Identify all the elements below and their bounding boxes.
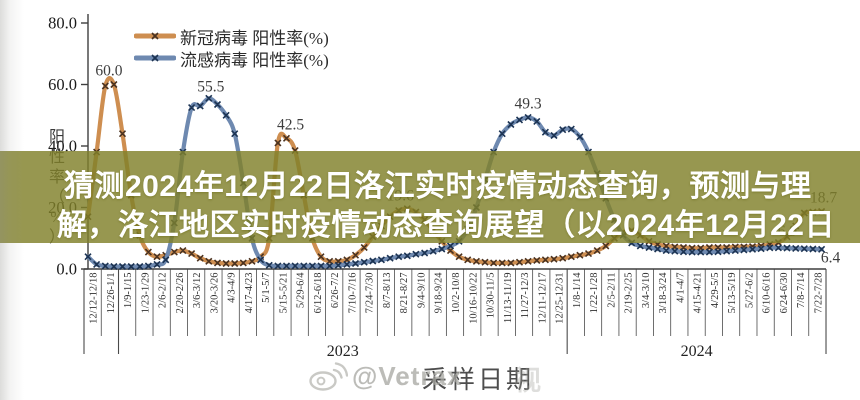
x-tick-label: 4/15-4/21 <box>693 273 704 314</box>
x-tick-label: 12/11-12/17 <box>537 273 548 324</box>
banner-line-2: 解，洛江地区实时疫情动态查询展望（以2024年12月22日 <box>57 209 835 242</box>
x-tick-label: 2/6-2/12 <box>158 273 169 309</box>
data-point-label: 60.0 <box>95 63 122 80</box>
x-tick-label: 5/13-5/19 <box>727 273 738 314</box>
watermark-handle: @Vetrax <box>352 360 463 391</box>
x-tick-label: 5/15-5/21 <box>278 273 289 314</box>
y-axis-title-char: 阳 <box>49 128 65 146</box>
x-tick-label: 1/23-1/29 <box>140 273 151 314</box>
data-point-label: 42.5 <box>277 116 304 133</box>
watermark-ghost-char: 视 <box>514 366 541 396</box>
data-point-label: 6.4 <box>821 249 841 266</box>
data-point-label: 55.5 <box>197 78 224 95</box>
x-tick-label: 6/24-6/30 <box>779 273 790 314</box>
data-point-label: 49.3 <box>515 95 542 112</box>
x-axis-title: 采样日期 <box>422 366 534 394</box>
covid-line-marker-swatch-icon <box>134 32 176 40</box>
x-tick-label: 5/27-6/2 <box>744 273 755 309</box>
x-tick-label: 6/12-6/18 <box>313 273 324 314</box>
x-tick-label: 8/7-8/13 <box>382 273 393 309</box>
y-tick-label: 40.0 <box>48 137 77 156</box>
x-tick-label: 10/30-11/5 <box>486 273 497 319</box>
chart-legend: 新冠病毒 阳性率(%) 流感病毒 阳性率(%) <box>134 25 329 70</box>
year-label: 2024 <box>681 343 713 360</box>
x-tick-label: 7/10-7/16 <box>348 273 359 314</box>
x-tick-label: 5/1-5/7 <box>261 273 272 303</box>
y-tick-label: 0.0 <box>56 260 77 279</box>
x-tick-label: 6/26-7/2 <box>330 273 341 309</box>
x-tick-label: 3/20-3/26 <box>209 273 220 314</box>
x-tick-label: 4/3-4/9 <box>227 273 238 303</box>
x-tick-label: 1/9-1/15 <box>123 273 134 309</box>
legend-item-flu: 流感病毒 阳性率(%) <box>134 47 329 70</box>
x-tick-label: 3/18-3/24 <box>658 272 669 314</box>
x-tick-label: 10/16-10/22 <box>468 273 479 324</box>
x-tick-label: 9/4-9/10 <box>417 273 428 309</box>
x-tick-label: 1/22-1/28 <box>589 273 600 314</box>
x-tick-label: 11/27-12/3 <box>520 273 531 319</box>
x-tick-label: 2/19-2/25 <box>624 273 635 314</box>
x-tick-label: 2/20-2/26 <box>175 273 186 314</box>
x-tick-label: 4/29-5/5 <box>710 273 721 309</box>
x-tick-label: 1/8-1/14 <box>572 272 583 308</box>
x-tick-label: 7/22-7/28 <box>813 273 824 314</box>
watermark: @Vetrax <box>308 360 462 392</box>
x-tick-label: 6/10-6/16 <box>762 273 773 314</box>
x-tick-label: 4/17-4/23 <box>244 273 255 314</box>
x-tick-label: 5/29-6/4 <box>296 272 307 308</box>
x-tick-label: 10/2-10/8 <box>451 273 462 314</box>
year-label: 2023 <box>327 343 359 360</box>
x-tick-label: 3/4-3/10 <box>641 273 652 309</box>
x-tick-label: 7/8-7/14 <box>796 272 807 308</box>
x-tick-label: 8/21-8/27 <box>399 273 410 314</box>
banner-line-1: 猜测2024年12月22日洛江实时疫情动态查询，预测与理 <box>64 170 812 203</box>
x-tick-label: 11/13-11/19 <box>503 273 514 324</box>
x-tick-label: 2/5-2/11 <box>606 273 617 308</box>
legend-label-covid: 新冠病毒 阳性率(%) <box>180 28 329 48</box>
x-tick-label: 4/1-4/7 <box>675 273 686 303</box>
flu-line-marker-swatch-icon <box>134 54 176 62</box>
y-tick-label: 80.0 <box>48 14 77 33</box>
legend-label-flu: 流感病毒 阳性率(%) <box>180 50 329 70</box>
x-tick-label: 9/18-9/24 <box>434 272 445 314</box>
x-tick-label: 12/25-12/31 <box>555 273 566 324</box>
x-tick-label: 12/26-1/1 <box>106 273 117 314</box>
x-tick-label: 7/24-7/30 <box>365 273 376 314</box>
legend-item-covid: 新冠病毒 阳性率(%) <box>134 25 329 48</box>
y-tick-label: 60.0 <box>48 75 77 94</box>
weibo-icon <box>309 362 348 391</box>
overlay-text-banner: 猜测2024年12月22日洛江实时疫情动态查询，预测与理 解，洛江地区实时疫情动… <box>0 151 860 243</box>
x-tick-label: 12/12-12/18 <box>89 273 100 324</box>
x-tick-label: 3/6-3/12 <box>192 273 203 309</box>
